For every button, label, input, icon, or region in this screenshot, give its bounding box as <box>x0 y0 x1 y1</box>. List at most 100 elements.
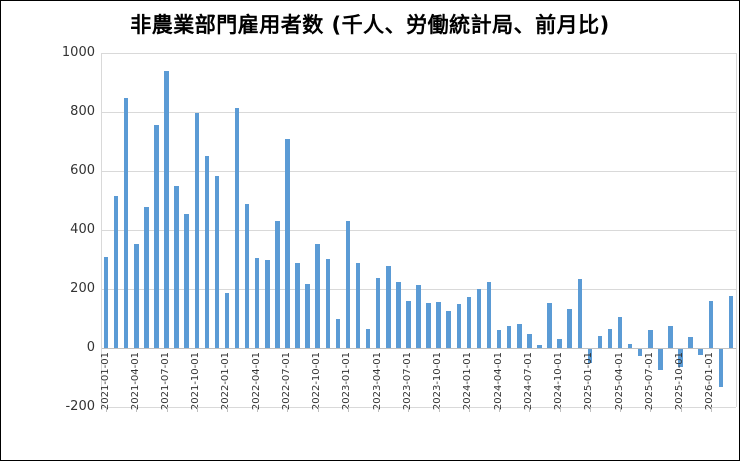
bar <box>345 221 351 348</box>
bar <box>214 176 220 348</box>
bar <box>466 297 472 348</box>
bar <box>537 345 542 348</box>
x-tick-label: 2025-01-01 <box>583 352 595 411</box>
x-tick-label: 2025-04-01 <box>613 352 625 411</box>
y-tick-label: 200 <box>70 281 95 296</box>
bar <box>355 263 361 348</box>
bar <box>244 204 250 348</box>
bar <box>416 284 421 348</box>
y-tick-label: 0 <box>86 340 95 355</box>
x-tick-mark <box>378 407 379 412</box>
x-tick-label: 2022-07-01 <box>280 352 292 411</box>
x-tick-mark <box>287 407 288 412</box>
bar <box>728 296 734 348</box>
bar <box>305 283 310 348</box>
bar <box>627 343 633 348</box>
bar <box>386 266 391 348</box>
plot-border <box>101 53 102 407</box>
x-tick-mark <box>136 407 137 412</box>
plot-border <box>736 53 737 407</box>
bar <box>174 186 179 348</box>
x-tick-mark <box>439 407 440 412</box>
bar <box>708 300 714 348</box>
bar <box>698 349 703 355</box>
bar <box>103 256 109 348</box>
bar <box>658 349 663 370</box>
x-tick-mark <box>650 407 651 412</box>
bar <box>265 260 270 348</box>
y-tick-label: 800 <box>70 104 95 119</box>
x-tick-mark <box>106 407 107 412</box>
y-tick-label: 400 <box>70 222 95 237</box>
gridline <box>101 407 736 408</box>
x-tick-mark <box>257 407 258 412</box>
x-tick-label: 2021-01-01 <box>99 352 111 411</box>
bar <box>426 302 431 348</box>
y-tick-label: 1000 <box>61 45 95 60</box>
x-tick-mark <box>499 407 500 412</box>
bar <box>204 155 210 348</box>
x-tick-label: 2026-01-01 <box>704 352 716 411</box>
x-tick-mark <box>227 407 228 412</box>
x-tick-mark <box>318 407 319 412</box>
bar <box>486 281 492 348</box>
bar <box>123 97 129 348</box>
bar <box>637 349 643 356</box>
x-tick-label: 2022-04-01 <box>250 352 262 411</box>
x-tick-label: 2021-07-01 <box>160 352 172 411</box>
bar <box>506 326 512 348</box>
bar <box>668 326 673 348</box>
x-tick-mark <box>167 407 168 412</box>
bar <box>617 317 623 348</box>
bar <box>234 107 240 348</box>
bar <box>557 338 562 348</box>
bar <box>315 243 320 348</box>
bar <box>295 263 300 348</box>
x-tick-mark <box>529 407 530 412</box>
bar <box>164 70 169 348</box>
x-tick-mark <box>408 407 409 412</box>
bar <box>648 330 653 348</box>
bar <box>134 243 139 348</box>
x-tick-mark <box>469 407 470 412</box>
x-tick-label: 2024-04-01 <box>492 352 504 411</box>
x-tick-label: 2025-07-01 <box>643 352 655 411</box>
x-tick-label: 2024-01-01 <box>462 352 474 411</box>
x-tick-label: 2021-10-01 <box>190 352 202 411</box>
bar <box>587 349 593 364</box>
bar <box>607 328 613 348</box>
bar <box>194 112 199 348</box>
bar <box>547 303 552 348</box>
bar <box>496 330 502 348</box>
bar <box>436 301 441 348</box>
x-tick-label: 2024-07-01 <box>522 352 534 411</box>
x-tick-mark <box>711 407 712 412</box>
bar <box>456 303 462 348</box>
bar <box>335 318 341 348</box>
bar <box>184 213 189 348</box>
bar <box>577 278 583 348</box>
x-tick-label: 2025-10-01 <box>674 352 686 411</box>
gridline <box>101 112 736 113</box>
bar <box>597 336 603 348</box>
bar <box>285 138 290 348</box>
x-tick-label: 2024-10-01 <box>553 352 565 411</box>
bar <box>567 309 572 348</box>
x-tick-label: 2023-10-01 <box>432 352 444 411</box>
x-tick-label: 2023-04-01 <box>371 352 383 411</box>
bar <box>446 310 451 348</box>
x-tick-mark <box>348 407 349 412</box>
chart-title: 非農業部門雇用者数 (千人、労働統計局、前月比) <box>130 13 610 37</box>
bar <box>396 281 401 348</box>
bar <box>113 196 119 348</box>
bar <box>375 278 381 348</box>
x-tick-label: 2021-04-01 <box>129 352 141 411</box>
x-tick-mark <box>590 407 591 412</box>
bar <box>527 334 532 348</box>
x-tick-label: 2022-10-01 <box>311 352 323 411</box>
x-tick-mark <box>620 407 621 412</box>
bar <box>678 349 683 367</box>
bar <box>688 337 693 348</box>
bar <box>254 258 260 348</box>
